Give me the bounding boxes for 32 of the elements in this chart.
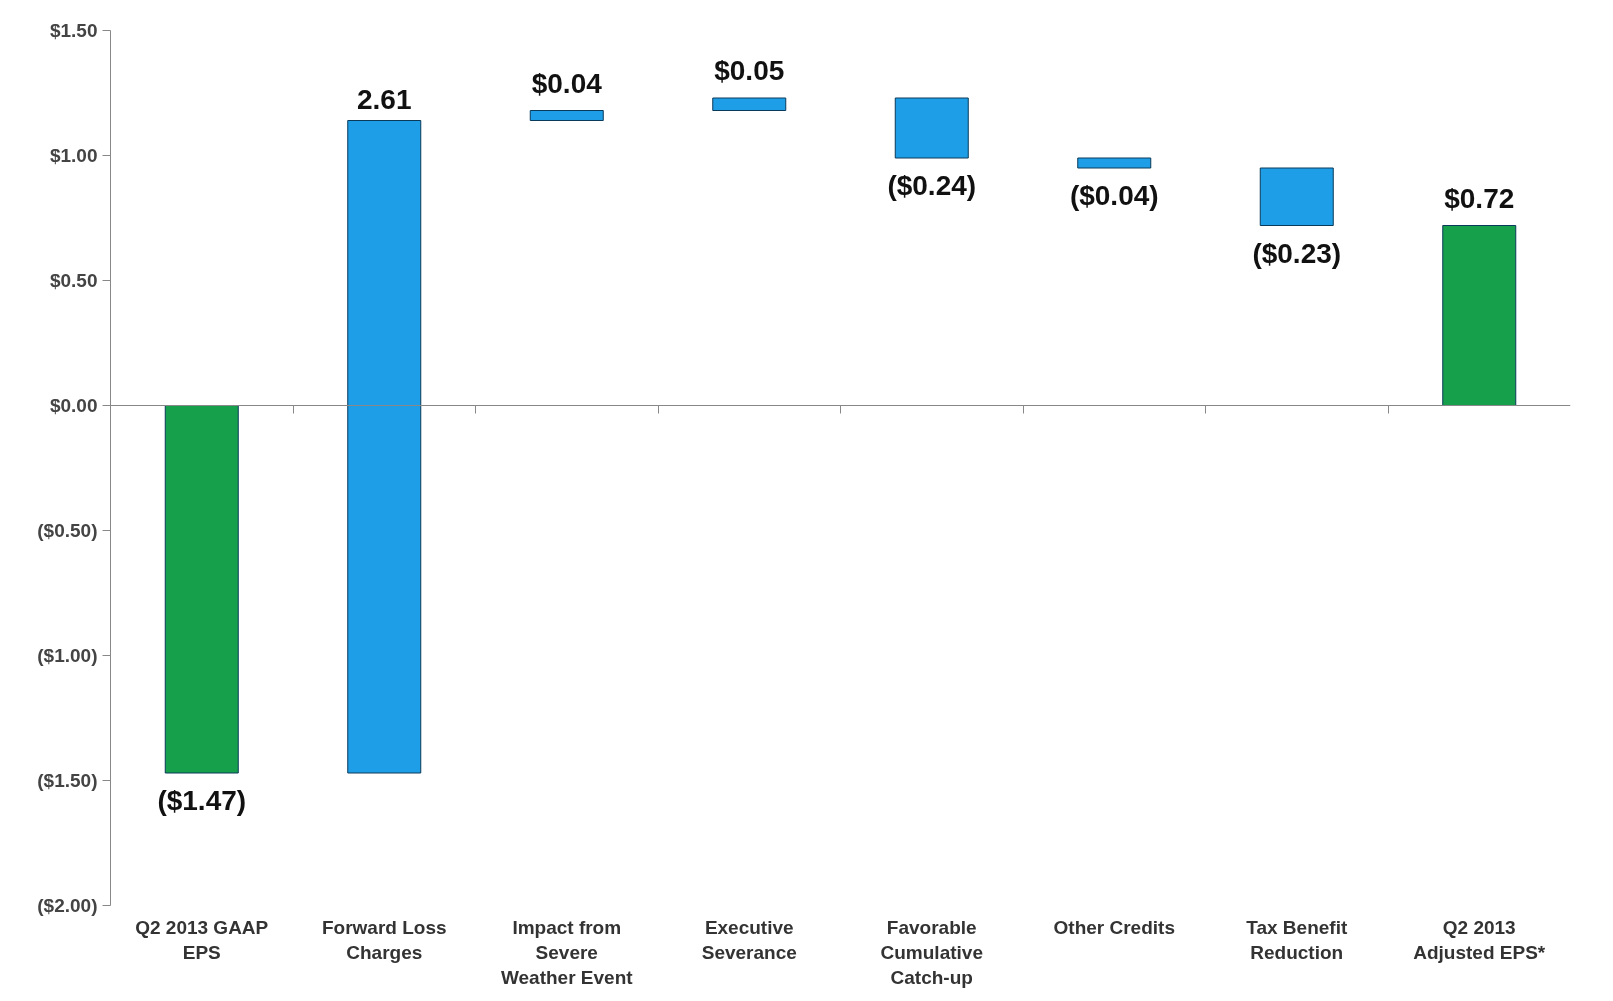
x-tick-label: Tax Benefit Reduction <box>1246 916 1348 963</box>
bar <box>1259 167 1334 226</box>
y-tick-label: ($0.50) <box>37 520 98 541</box>
x-tick-label: Q2 2013 GAAP EPS <box>135 916 269 963</box>
bar <box>347 120 422 774</box>
bar <box>894 97 969 159</box>
y-tick-label: $0.00 <box>49 395 98 416</box>
y-tick-label: $0.50 <box>49 270 98 291</box>
x-tick-label: Impact from Severe Weather Event <box>500 916 634 988</box>
y-tick-label: ($2.00) <box>37 895 98 916</box>
bar <box>712 97 787 111</box>
data-label: ($1.47) <box>157 785 247 816</box>
x-tick-label: Executive Severance <box>701 916 797 963</box>
x-tick-label: Forward Loss Charges <box>321 916 447 963</box>
data-label: ($0.24) <box>887 170 977 201</box>
data-label: 2.61 <box>357 83 412 115</box>
bar <box>164 405 239 774</box>
data-label: ($0.23) <box>1252 237 1342 269</box>
x-tick-label: Other Credits <box>1053 916 1175 938</box>
y-tick-label: ($1.00) <box>37 645 98 666</box>
data-label: $0.04 <box>531 67 603 99</box>
data-label: $0.72 <box>1444 182 1515 214</box>
data-label: ($0.04) <box>1069 180 1159 211</box>
bar <box>1077 157 1152 169</box>
data-label: $0.05 <box>714 55 785 86</box>
x-tick-label: Favorable Cumulative Catch-up <box>880 916 983 988</box>
bar <box>529 110 604 121</box>
y-tick-label: ($1.50) <box>37 770 98 791</box>
x-tick-label: Q2 2013 Adjusted EPS* <box>1413 916 1546 963</box>
y-tick-label: $1.50 <box>49 20 98 41</box>
bar <box>1442 225 1517 406</box>
y-tick-label: $1.00 <box>49 145 98 166</box>
